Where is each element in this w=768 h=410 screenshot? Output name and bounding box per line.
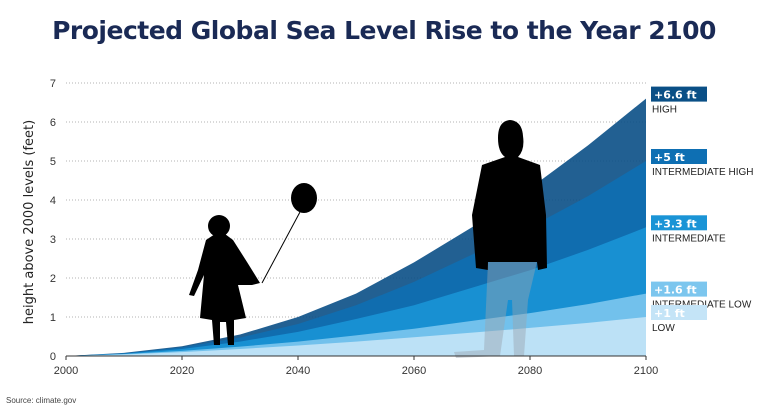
series-value-box (651, 149, 707, 164)
y-tick-label: 3 (50, 234, 56, 246)
series-value-label: +6.6 ft (654, 89, 697, 102)
girl-with-balloon-icon (189, 183, 317, 345)
series-value-label: +5 ft (654, 151, 685, 164)
series-name-label: LOW (652, 323, 675, 334)
y-tick-label: 2 (50, 273, 56, 285)
series-value-box (651, 281, 707, 297)
series-value-box (651, 305, 707, 320)
x-tick-label: 2020 (170, 365, 194, 377)
area-layer (66, 98, 646, 356)
silhouette-layer (189, 120, 547, 358)
y-axis-title: height above 2000 levels (feet) (22, 120, 37, 324)
series-area-low (66, 317, 646, 356)
chart-title: Projected Global Sea Level Rise to the Y… (52, 16, 716, 45)
series-value-label: +3.3 ft (654, 217, 697, 230)
y-tick-label: 0 (50, 351, 56, 363)
series-name-label: HIGH (652, 105, 677, 116)
series-value-label: +1 ft (654, 307, 685, 320)
y-tick-label: 5 (50, 156, 56, 168)
series-value-box (651, 215, 707, 231)
x-tick-label: 2000 (54, 365, 78, 377)
x-tick-label: 2080 (518, 365, 542, 377)
label-layer: +6.6 ft HIGH +5 ft INTERMEDIATE HIGH +3.3 ft… (651, 86, 753, 334)
y-tick-label: 6 (50, 117, 56, 129)
adult-silhouette-icon (454, 120, 547, 358)
x-tick-label: 2100 (634, 365, 658, 377)
x-tick-label: 2060 (402, 365, 426, 377)
series-value-box (651, 86, 707, 102)
series-name-label: INTERMEDIATE (652, 233, 726, 244)
y-tick-label: 4 (50, 195, 56, 207)
x-tick-label: 2040 (286, 365, 310, 377)
series-name-label: INTERMEDIATE HIGH (652, 167, 753, 178)
y-tick-label: 7 (50, 78, 56, 90)
series-value-label: +1.6 ft (654, 284, 697, 297)
y-tick-label: 1 (50, 312, 56, 324)
axis-layer: 0 1 2 3 4 5 6 7 2000 2020 2040 2060 2080 2100 (50, 78, 658, 377)
source-note: Source: climate.gov (6, 396, 77, 405)
